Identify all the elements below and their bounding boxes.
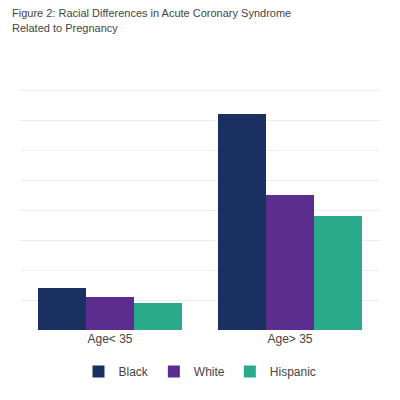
svg-text:Black: Black — [119, 365, 149, 379]
svg-text:Age< 35: Age< 35 — [87, 332, 132, 346]
svg-text:Age> 35: Age> 35 — [267, 332, 312, 346]
svg-text:Hispanic: Hispanic — [270, 365, 316, 379]
svg-text:Figure 2: Racial Differences i: Figure 2: Racial Differences in Acute Co… — [12, 7, 291, 33]
svg-text:White: White — [194, 365, 225, 379]
